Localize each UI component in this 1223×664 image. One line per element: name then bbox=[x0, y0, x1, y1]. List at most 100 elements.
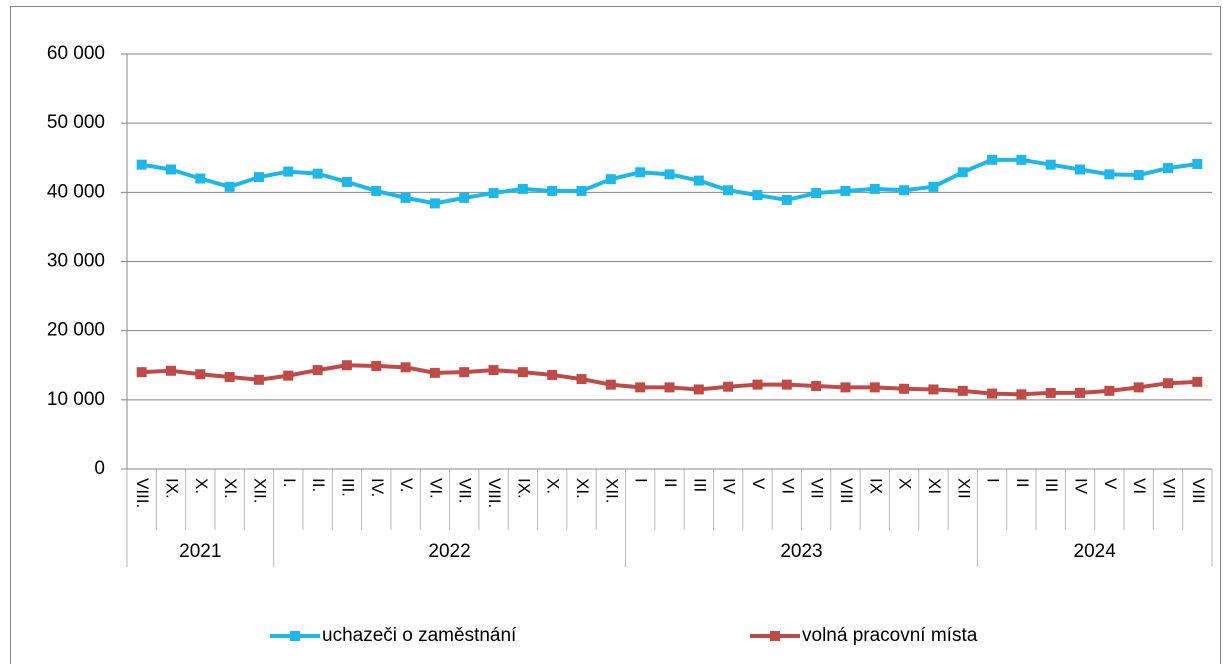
group-label: 2024 bbox=[1074, 541, 1117, 562]
marker bbox=[341, 176, 352, 187]
group-label: 2023 bbox=[780, 541, 822, 562]
marker bbox=[693, 384, 704, 395]
marker bbox=[224, 372, 235, 383]
marker bbox=[635, 382, 646, 393]
marker bbox=[165, 365, 176, 376]
marker bbox=[752, 190, 763, 201]
marker bbox=[195, 369, 206, 380]
marker bbox=[723, 381, 734, 392]
x-tick-label: XI bbox=[925, 478, 944, 494]
marker bbox=[1045, 159, 1056, 170]
marker bbox=[1163, 163, 1174, 174]
y-tick-label: 60 000 bbox=[47, 43, 105, 64]
x-tick-group: X. bbox=[192, 478, 211, 494]
marker bbox=[869, 183, 880, 194]
marker bbox=[664, 382, 675, 393]
marker bbox=[371, 360, 382, 371]
marker bbox=[635, 167, 646, 178]
x-tick-group: III bbox=[690, 478, 709, 492]
marker bbox=[1104, 385, 1115, 396]
marker bbox=[1075, 387, 1086, 398]
x-tick-group: VII. bbox=[456, 478, 475, 504]
x-tick-group: XI. bbox=[573, 478, 592, 499]
marker bbox=[576, 374, 587, 385]
marker bbox=[165, 164, 176, 175]
marker bbox=[312, 168, 323, 179]
x-tick-label: III bbox=[690, 478, 709, 492]
marker bbox=[928, 384, 939, 395]
x-tick-group: VI bbox=[1130, 478, 1149, 494]
x-tick-group: IV bbox=[1072, 478, 1091, 495]
x-tick-group: VI bbox=[778, 478, 797, 494]
marker bbox=[723, 185, 734, 196]
marker bbox=[429, 198, 440, 209]
marker bbox=[1133, 170, 1144, 181]
x-tick-label: VIII. bbox=[485, 478, 504, 508]
marker bbox=[283, 370, 294, 381]
group-label: 2021 bbox=[179, 541, 221, 562]
x-tick-group: X bbox=[896, 478, 915, 489]
marker bbox=[136, 367, 147, 378]
marker bbox=[224, 181, 235, 192]
marker bbox=[957, 385, 968, 396]
series-line bbox=[141, 157, 1198, 206]
marker bbox=[899, 185, 910, 196]
x-tick-label: XI. bbox=[573, 478, 592, 499]
x-tick-label: VIII. bbox=[133, 478, 152, 508]
x-tick-label: V bbox=[1101, 478, 1120, 490]
x-tick-label: I bbox=[984, 478, 1003, 483]
x-tick-label: II bbox=[661, 478, 680, 487]
x-tick-group: IX. bbox=[163, 478, 182, 499]
x-tick-label: I bbox=[632, 478, 651, 483]
marker bbox=[752, 379, 763, 390]
x-tick-label: VII bbox=[1160, 478, 1179, 499]
x-tick-group: XI bbox=[925, 478, 944, 494]
x-tick-label: IV. bbox=[368, 478, 387, 497]
x-tick-group: V bbox=[749, 478, 768, 490]
marker bbox=[957, 167, 968, 178]
marker bbox=[400, 192, 411, 203]
x-tick-group: II bbox=[661, 478, 680, 487]
legend-label: uchazeči o zaměstnání bbox=[322, 625, 517, 646]
x-tick-label: IX. bbox=[514, 478, 533, 499]
marker bbox=[576, 185, 587, 196]
marker bbox=[605, 174, 616, 185]
marker bbox=[312, 365, 323, 376]
marker bbox=[253, 172, 264, 183]
x-tick-label: X. bbox=[544, 478, 563, 494]
x-tick-group: VIII. bbox=[133, 478, 152, 508]
x-tick-group: VI. bbox=[426, 478, 445, 499]
marker bbox=[341, 360, 352, 371]
marker bbox=[987, 154, 998, 165]
marker bbox=[283, 166, 294, 177]
x-tick-label: VII. bbox=[456, 478, 475, 504]
x-tick-group: VII bbox=[1160, 478, 1179, 499]
x-tick-group: III. bbox=[338, 478, 357, 497]
marker bbox=[517, 367, 528, 378]
x-tick-group: XII. bbox=[602, 478, 621, 504]
y-tick-label: 20 000 bbox=[47, 320, 105, 341]
y-tick-label: 40 000 bbox=[47, 181, 105, 202]
x-tick-group: X. bbox=[544, 478, 563, 494]
marker bbox=[547, 185, 558, 196]
x-tick-label: V bbox=[749, 478, 768, 490]
group-label: 2022 bbox=[428, 541, 470, 562]
x-tick-label: VI. bbox=[426, 478, 445, 499]
chart-border bbox=[10, 6, 1221, 664]
marker bbox=[195, 173, 206, 184]
x-tick-label: XII. bbox=[602, 478, 621, 504]
marker bbox=[781, 194, 792, 205]
x-tick-label: X bbox=[896, 478, 915, 489]
x-tick-group: IX. bbox=[514, 478, 533, 499]
y-tick-label: 10 000 bbox=[47, 389, 105, 410]
x-tick-label: IX bbox=[866, 478, 885, 494]
x-tick-label: VI bbox=[778, 478, 797, 494]
x-tick-label: VI bbox=[1130, 478, 1149, 494]
x-tick-group: XII. bbox=[250, 478, 269, 504]
marker bbox=[517, 183, 528, 194]
legend-marker bbox=[290, 631, 300, 641]
y-tick-label: 30 000 bbox=[47, 251, 105, 272]
marker bbox=[488, 365, 499, 376]
marker bbox=[781, 379, 792, 390]
x-tick-group: XI. bbox=[221, 478, 240, 499]
